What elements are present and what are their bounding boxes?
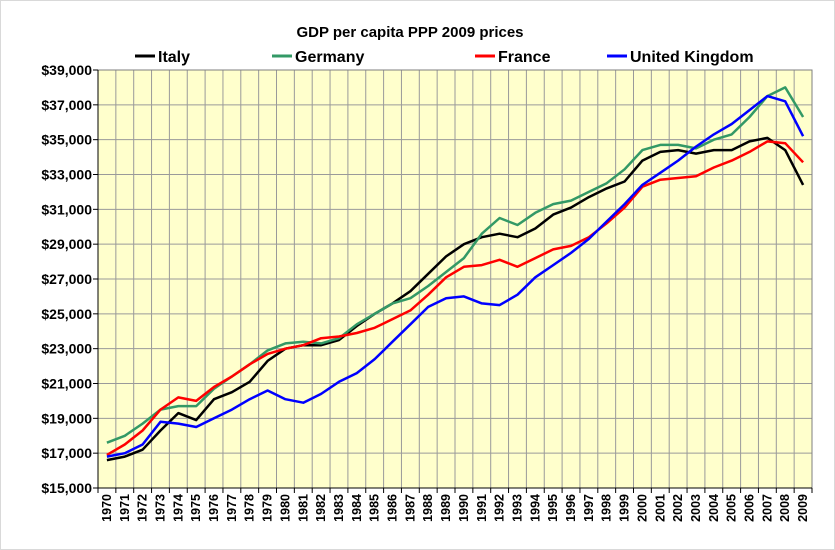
x-tick-label: 1981	[296, 494, 310, 522]
series-lines	[106, 86, 805, 462]
y-tick-label: $19,000	[41, 410, 92, 426]
x-tick-label: 1992	[493, 494, 507, 522]
x-tick-label: 1972	[136, 494, 150, 522]
x-tick-label: 1999	[618, 494, 632, 522]
x-tick-label: 2002	[671, 494, 685, 522]
x-tick-label: 1976	[207, 494, 221, 522]
y-tick-label: $39,000	[41, 62, 92, 78]
x-tick-label: 2004	[707, 494, 721, 522]
y-tick-label: $31,000	[41, 201, 92, 217]
y-tick-label: $21,000	[41, 376, 92, 392]
series-line-france	[106, 140, 805, 456]
x-tick-label: 1995	[546, 494, 560, 522]
y-tick-label: $27,000	[41, 271, 92, 287]
x-tick-label: 2008	[778, 494, 792, 522]
legend-label-italy: Italy	[158, 49, 190, 66]
x-tick-label: 1991	[475, 494, 489, 522]
legend-label-united-kingdom: United Kingdom	[630, 49, 754, 66]
legend-label-germany: Germany	[295, 49, 364, 66]
y-tick-label: $35,000	[41, 132, 92, 148]
x-tick-label: 1980	[278, 494, 292, 522]
x-tick-label: 1979	[261, 494, 275, 522]
x-tick-label: 1988	[421, 494, 435, 522]
x-tick-label: 1990	[457, 494, 471, 522]
x-tick-label: 1983	[332, 494, 346, 522]
legend-label-france: France	[498, 49, 551, 66]
x-tick-label: 2000	[635, 494, 649, 522]
x-tick-label: 1985	[368, 494, 382, 522]
x-tick-label: 1984	[350, 494, 364, 522]
y-tick-label: $25,000	[41, 306, 92, 322]
x-tick-label: 1971	[118, 494, 132, 522]
x-tick-label: 1996	[564, 494, 578, 522]
series-line-italy	[106, 136, 805, 462]
x-tick-label: 1998	[600, 494, 614, 522]
y-axis: $15,000 $17,000 $19,000 $21,000 $23,000 $25,0…	[41, 62, 99, 496]
x-tick-label: 2009	[796, 494, 810, 522]
x-tick-label: 1982	[314, 494, 328, 522]
x-tick-label: 2005	[725, 494, 739, 522]
x-tick-label: 1989	[439, 494, 453, 522]
x-axis: 1970 1971 1972 1973 1974 1975 1976 1977 1978 1979…	[97, 487, 813, 522]
chart-title: GDP per capita PPP 2009 prices	[296, 24, 523, 41]
x-tick-label: 1987	[403, 494, 417, 522]
x-tick-label: 1978	[243, 494, 257, 522]
y-tick-label: $29,000	[41, 236, 92, 252]
y-tick-label: $15,000	[41, 480, 92, 496]
x-tick-label: 2001	[653, 494, 667, 522]
x-tick-label: 1994	[528, 494, 542, 522]
x-tick-label: 1986	[386, 494, 400, 522]
legend: Italy Germany France United Kingdom	[135, 49, 754, 66]
y-tick-label: $17,000	[41, 445, 92, 461]
x-tick-label: 1993	[510, 494, 524, 522]
x-tick-label: 1975	[189, 494, 203, 522]
x-tick-label: 2003	[689, 494, 703, 522]
x-tick-label: 1997	[582, 494, 596, 522]
x-tick-label: 1970	[100, 494, 114, 522]
y-tick-label: $33,000	[41, 167, 92, 183]
x-tick-label: 2007	[760, 494, 774, 522]
x-tick-label: 1977	[225, 494, 239, 522]
series-line-united-kingdom	[106, 94, 805, 458]
x-tick-label: 1974	[171, 494, 185, 522]
y-tick-label: $37,000	[41, 97, 92, 113]
gridlines	[97, 69, 813, 489]
y-tick-label: $23,000	[41, 341, 92, 357]
x-tick-label: 1973	[153, 494, 167, 522]
x-tick-label: 2006	[743, 494, 757, 522]
